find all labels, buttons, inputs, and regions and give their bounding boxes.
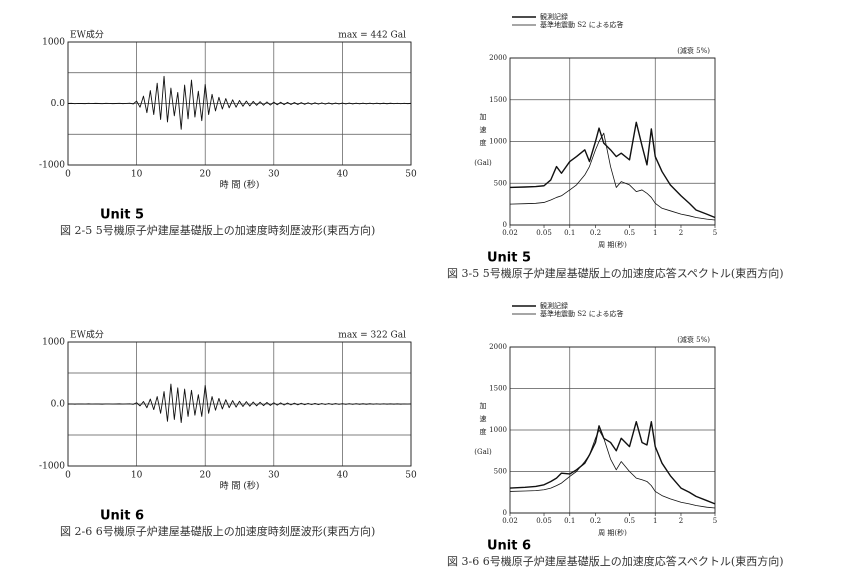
caption: 図 3-5 5号機原子炉建屋基礎版上の加速度応答スペクトル(東西方向) <box>447 266 784 280</box>
x-tick-label: 0.05 <box>536 229 552 237</box>
series-line <box>67 75 412 130</box>
y-tick-label: 1000 <box>489 426 507 434</box>
x-tick-label: 0.02 <box>502 229 518 237</box>
x-axis-label: 周 期(秒) <box>598 528 627 537</box>
x-tick-label: 0.1 <box>564 517 575 525</box>
x-tick-label: 0.05 <box>536 517 552 525</box>
legend-label: 観測記録 <box>540 12 568 21</box>
legend-label: 基準地震動 S2 による応答 <box>540 309 624 318</box>
max-label: max = 322 Gal <box>338 331 406 341</box>
x-tick-label: 0 <box>65 471 71 481</box>
series-line <box>67 383 412 424</box>
x-tick-label: 0 <box>65 170 71 180</box>
max-label: max = 442 Gal <box>338 31 406 41</box>
series-line <box>509 421 716 505</box>
x-axis-label: 時 間 (秒) <box>220 179 260 191</box>
x-axis-label: 時 間 (秒) <box>220 480 260 492</box>
caption: 図 2-5 5号機原子炉建屋基礎版上の加速度時刻歴波形(東西方向) <box>60 223 375 237</box>
y-tick-label: 0 <box>503 221 507 229</box>
y-tick-label: 2000 <box>489 343 507 351</box>
x-axis-label: 周 期(秒) <box>598 240 627 249</box>
y-tick-label: 0.0 <box>51 99 66 109</box>
legend-label: 観測記録 <box>540 301 568 310</box>
annotation: Unit 5 <box>487 251 531 266</box>
x-tick-label: 1 <box>653 517 657 525</box>
x-tick-label: 30 <box>268 471 280 481</box>
x-tick-label: 30 <box>268 170 280 180</box>
y-tick-label: 1500 <box>489 96 507 104</box>
x-tick-label: 10 <box>131 170 143 180</box>
x-tick-label: 40 <box>337 471 349 481</box>
x-tick-label: 1 <box>653 229 657 237</box>
x-tick-label: 0.02 <box>502 517 518 525</box>
damping-label: (減衰 5%) <box>677 335 710 344</box>
annotation: Unit 6 <box>487 539 531 554</box>
caption: 図 2-6 6号機原子炉建屋基礎版上の加速度時刻歴波形(東西方向) <box>60 524 375 538</box>
x-tick-label: 5 <box>713 517 717 525</box>
y-tick-label: 500 <box>494 468 507 476</box>
y-axis-label: 加速度 <box>479 401 487 441</box>
y-axis-unit: (Gal) <box>474 159 492 167</box>
y-tick-label: 1500 <box>489 385 507 393</box>
x-tick-label: 0.5 <box>624 517 635 525</box>
x-tick-label: 0.1 <box>564 229 575 237</box>
series-line <box>509 429 716 509</box>
component-label: EW成分 <box>70 29 104 41</box>
y-tick-label: 1000 <box>42 38 65 48</box>
plot-frame <box>509 57 716 226</box>
y-tick-label: 2000 <box>489 54 507 62</box>
annotation: Unit 5 <box>100 208 144 223</box>
y-tick-label: 1000 <box>42 338 65 348</box>
y-tick-label: 1000 <box>489 138 507 146</box>
x-tick-label: 5 <box>713 229 717 237</box>
y-tick-label: -1000 <box>39 161 65 171</box>
plot-frame <box>509 346 716 514</box>
y-tick-label: 0 <box>503 509 507 517</box>
x-tick-label: 20 <box>199 471 211 481</box>
series-line <box>509 121 716 219</box>
x-tick-label: 40 <box>337 170 349 180</box>
x-tick-label: 20 <box>199 170 211 180</box>
x-tick-label: 50 <box>405 170 417 180</box>
x-tick-label: 0.5 <box>624 229 635 237</box>
damping-label: (減衰 5%) <box>677 46 710 55</box>
x-tick-label: 0.2 <box>590 517 601 525</box>
y-axis-unit: (Gal) <box>474 448 492 456</box>
legend-label: 基準地震動 S2 による応答 <box>540 20 624 29</box>
x-tick-label: 0.2 <box>590 229 601 237</box>
x-tick-label: 2 <box>679 517 683 525</box>
x-tick-label: 2 <box>679 229 683 237</box>
y-tick-label: 0.0 <box>51 400 66 410</box>
x-tick-label: 50 <box>405 471 417 481</box>
component-label: EW成分 <box>70 329 104 341</box>
x-tick-label: 10 <box>131 471 143 481</box>
caption: 図 3-6 6号機原子炉建屋基礎版上の加速度応答スペクトル(東西方向) <box>447 554 784 568</box>
y-axis-label: 加速度 <box>479 112 487 152</box>
y-tick-label: 500 <box>494 179 507 187</box>
annotation: Unit 6 <box>100 509 144 524</box>
series-line <box>509 132 716 221</box>
y-tick-label: -1000 <box>39 462 65 472</box>
